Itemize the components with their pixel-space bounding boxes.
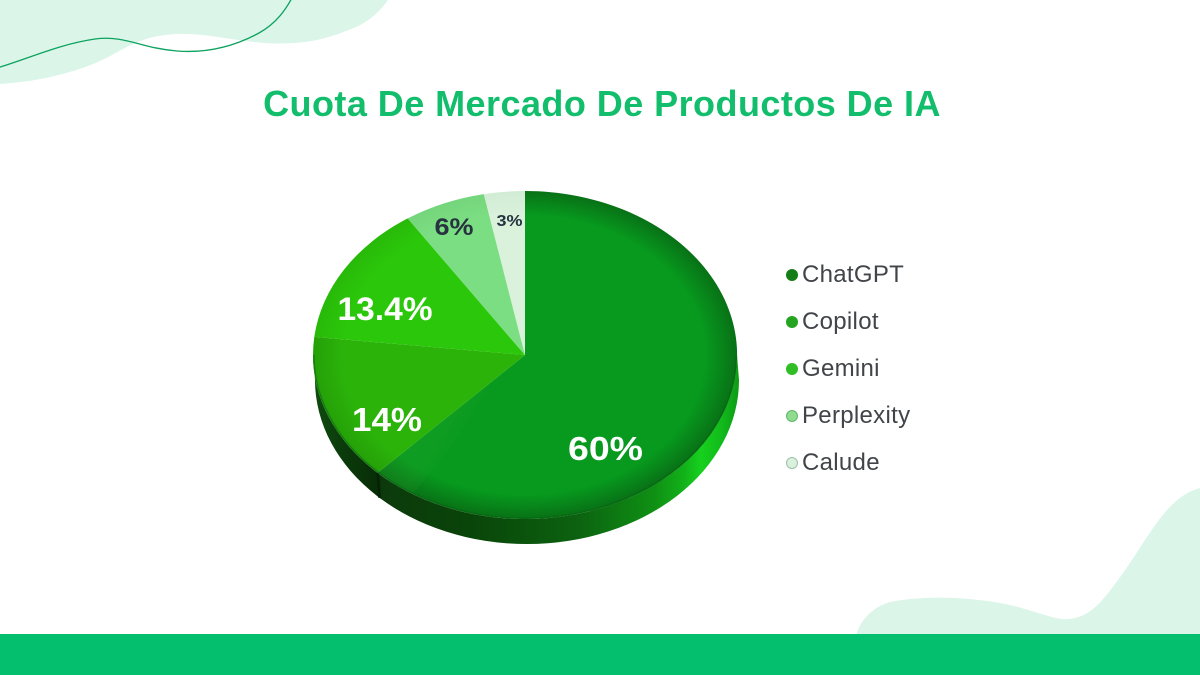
svg-text:13.4%: 13.4% (338, 291, 433, 327)
svg-text:60%: 60% (568, 430, 643, 467)
svg-text:6%: 6% (435, 214, 474, 241)
svg-text:14%: 14% (352, 401, 422, 438)
svg-text:3%: 3% (497, 213, 523, 230)
